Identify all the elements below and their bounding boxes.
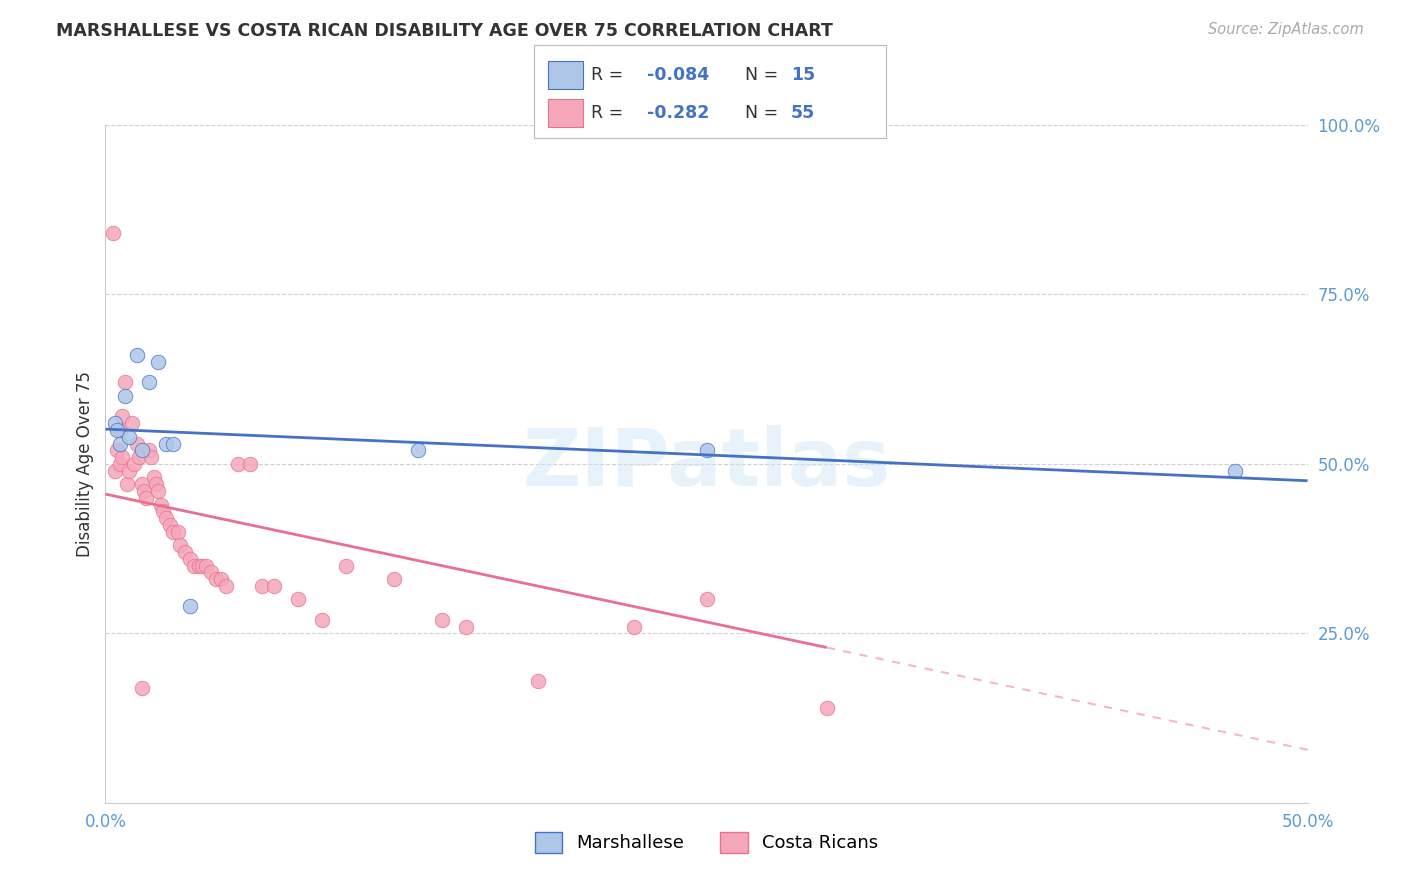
Text: -0.084: -0.084 [647, 66, 709, 84]
Point [107, 423, 129, 437]
Point [382, 572, 405, 586]
Point [138, 376, 160, 390]
Point [125, 348, 148, 362]
Point [132, 483, 155, 498]
Point [131, 443, 153, 458]
Point [205, 572, 228, 586]
Point [200, 566, 222, 580]
Point [118, 464, 141, 478]
Point [148, 355, 170, 369]
Point [239, 457, 262, 471]
Text: 15: 15 [790, 66, 815, 84]
Text: Source: ZipAtlas.com: Source: ZipAtlas.com [1208, 22, 1364, 37]
Text: N =: N = [745, 104, 785, 122]
Text: MARSHALLESE VS COSTA RICAN DISABILITY AGE OVER 75 CORRELATION CHART: MARSHALLESE VS COSTA RICAN DISABILITY AG… [56, 22, 834, 40]
Point [155, 436, 177, 450]
Point [169, 538, 191, 552]
Point [696, 592, 718, 607]
Bar [548, 99, 583, 127]
Point [287, 592, 309, 607]
Point [188, 558, 211, 573]
Point [115, 477, 138, 491]
Point [107, 443, 129, 458]
Point [1225, 464, 1247, 478]
Point [214, 579, 236, 593]
Text: R =: R = [591, 104, 628, 122]
Legend: Marshallese, Costa Ricans: Marshallese, Costa Ricans [526, 822, 887, 862]
Point [138, 443, 160, 458]
Point [179, 551, 201, 566]
Point [179, 599, 201, 614]
Point [263, 579, 285, 593]
Point [149, 498, 172, 512]
Point [135, 491, 157, 505]
Point [114, 389, 136, 403]
Point [131, 477, 153, 491]
Point [406, 443, 429, 458]
Point [209, 572, 232, 586]
Point [162, 524, 184, 539]
Point [696, 443, 718, 458]
Text: R =: R = [591, 66, 628, 84]
Point [124, 457, 146, 471]
Point [118, 430, 141, 444]
Point [148, 483, 170, 498]
Point [159, 517, 181, 532]
Point [111, 450, 134, 464]
Point [131, 681, 153, 695]
Point [121, 416, 143, 430]
Point [145, 477, 167, 491]
Point [108, 423, 131, 437]
Point [311, 613, 333, 627]
Point [454, 619, 477, 633]
Point [166, 524, 188, 539]
Text: -0.282: -0.282 [647, 104, 709, 122]
Point [815, 701, 838, 715]
Point [195, 558, 218, 573]
Point [114, 376, 136, 390]
Point [527, 673, 550, 688]
Point [142, 470, 165, 484]
Point [152, 504, 174, 518]
Point [430, 613, 453, 627]
Text: 55: 55 [790, 104, 815, 122]
Point [250, 579, 273, 593]
Text: N =: N = [745, 66, 785, 84]
Point [111, 409, 134, 424]
Bar [548, 61, 583, 88]
Point [104, 464, 127, 478]
Point [190, 558, 212, 573]
Point [128, 450, 150, 464]
Point [226, 457, 249, 471]
Y-axis label: Disability Age Over 75: Disability Age Over 75 [76, 371, 94, 557]
Point [108, 457, 131, 471]
Text: ZIPatlas: ZIPatlas [523, 425, 890, 503]
Point [139, 450, 162, 464]
Point [104, 416, 127, 430]
Point [623, 619, 645, 633]
Point [101, 227, 124, 241]
Point [162, 436, 184, 450]
Point [183, 558, 205, 573]
Point [155, 511, 177, 525]
Point [108, 436, 131, 450]
Point [125, 436, 148, 450]
Point [173, 545, 195, 559]
Point [335, 558, 357, 573]
